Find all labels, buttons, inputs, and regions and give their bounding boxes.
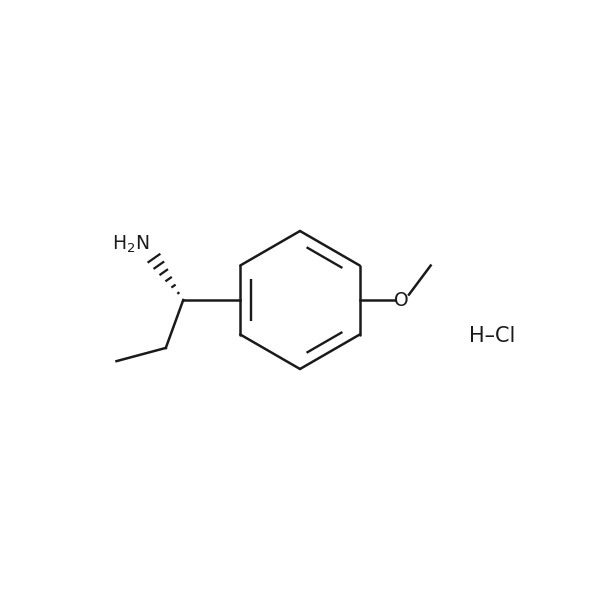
Text: O: O (394, 290, 409, 310)
Text: H–Cl: H–Cl (469, 326, 515, 346)
Text: H$_2$N: H$_2$N (112, 234, 149, 255)
